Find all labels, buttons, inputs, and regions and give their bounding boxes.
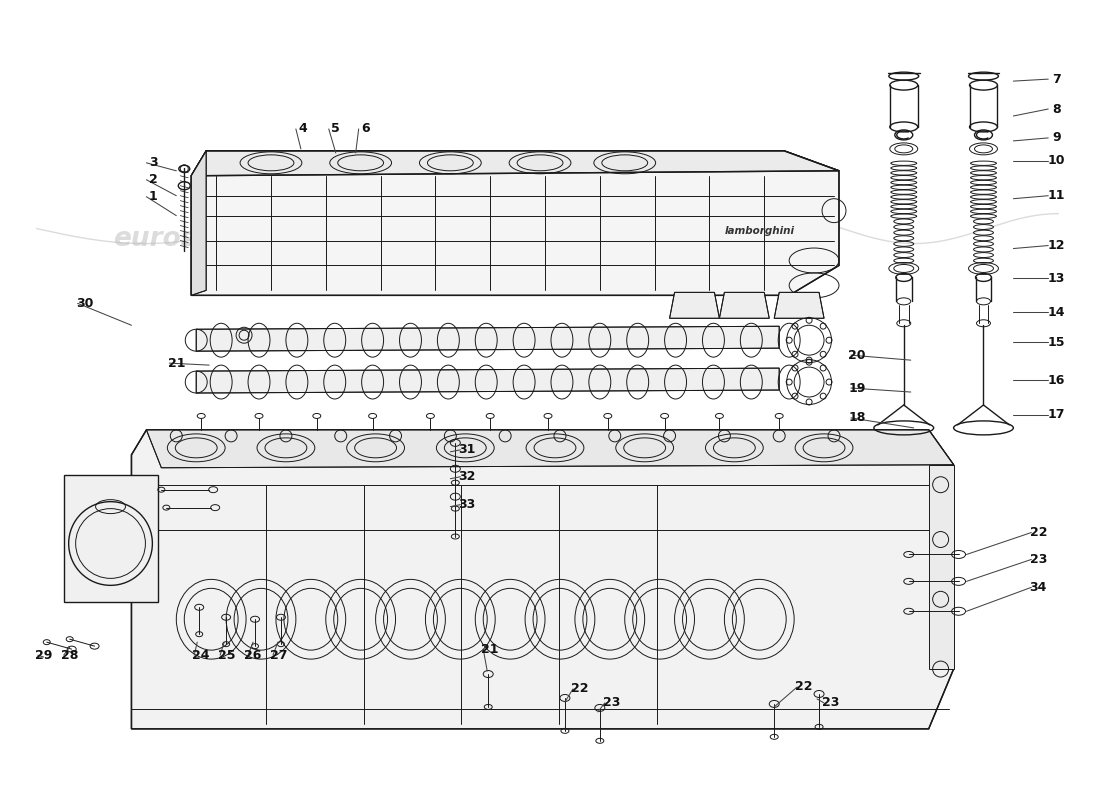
Polygon shape xyxy=(774,292,824,318)
Text: 17: 17 xyxy=(1047,409,1065,422)
Text: 10: 10 xyxy=(1047,154,1065,167)
Text: 23: 23 xyxy=(1030,553,1047,566)
Text: 13: 13 xyxy=(1047,272,1065,285)
Text: 1: 1 xyxy=(148,190,157,203)
Text: 31: 31 xyxy=(459,443,476,456)
Polygon shape xyxy=(191,151,206,295)
Text: 29: 29 xyxy=(35,649,53,662)
Bar xyxy=(928,465,954,669)
Text: 15: 15 xyxy=(1047,336,1065,349)
Text: eurospares: eurospares xyxy=(512,226,679,251)
Polygon shape xyxy=(191,151,839,176)
Text: eurospares: eurospares xyxy=(113,546,279,573)
Text: 30: 30 xyxy=(76,297,94,310)
Text: 3: 3 xyxy=(150,156,157,170)
Text: 22: 22 xyxy=(571,682,588,695)
Polygon shape xyxy=(132,430,954,729)
Text: lamborghini: lamborghini xyxy=(724,226,794,235)
Text: 33: 33 xyxy=(459,498,476,511)
Text: eurospares: eurospares xyxy=(113,226,279,251)
Polygon shape xyxy=(719,292,769,318)
Text: 20: 20 xyxy=(848,349,866,362)
Text: 27: 27 xyxy=(271,649,288,662)
Polygon shape xyxy=(191,151,839,295)
Text: 11: 11 xyxy=(1047,190,1065,202)
Text: 25: 25 xyxy=(219,649,235,662)
Text: 34: 34 xyxy=(1030,581,1047,594)
Text: 28: 28 xyxy=(60,649,78,662)
Polygon shape xyxy=(670,292,719,318)
Text: 4: 4 xyxy=(298,122,307,135)
Polygon shape xyxy=(196,326,779,351)
Text: 16: 16 xyxy=(1047,374,1065,386)
Text: 9: 9 xyxy=(1052,131,1060,145)
Text: 2: 2 xyxy=(148,174,157,186)
Text: 6: 6 xyxy=(361,122,370,135)
Polygon shape xyxy=(196,368,779,393)
Text: eurospares: eurospares xyxy=(512,546,679,573)
Text: 23: 23 xyxy=(823,697,839,710)
Text: 12: 12 xyxy=(1047,239,1065,252)
Text: 5: 5 xyxy=(331,122,340,135)
Text: 22: 22 xyxy=(795,681,813,694)
Text: 19: 19 xyxy=(848,382,866,394)
Text: 7: 7 xyxy=(1052,73,1060,86)
Polygon shape xyxy=(146,430,954,468)
Text: 32: 32 xyxy=(459,470,476,483)
Text: 22: 22 xyxy=(1030,526,1047,539)
Text: 23: 23 xyxy=(603,697,620,710)
Text: 14: 14 xyxy=(1047,306,1065,319)
Text: 21: 21 xyxy=(482,642,499,656)
Text: 8: 8 xyxy=(1052,102,1060,115)
Text: 18: 18 xyxy=(848,411,866,425)
Text: 24: 24 xyxy=(192,649,210,662)
Text: 26: 26 xyxy=(244,649,262,662)
Text: 21: 21 xyxy=(167,357,185,370)
Bar xyxy=(64,474,158,602)
